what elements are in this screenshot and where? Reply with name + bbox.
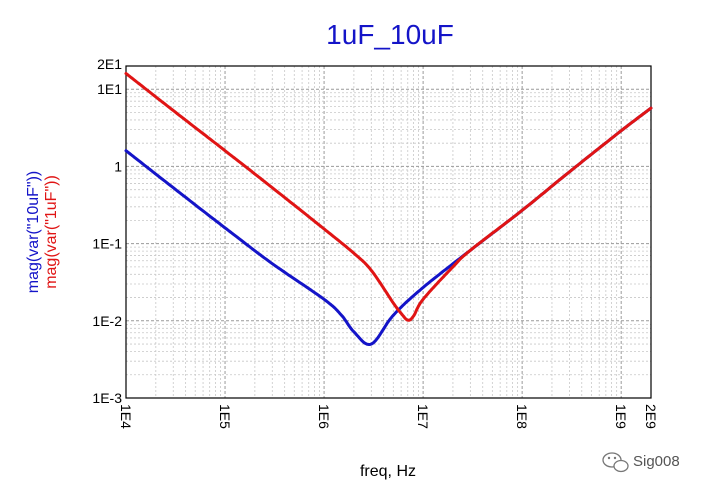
plot-frame (125, 65, 652, 399)
grid-lines (125, 65, 652, 399)
y-tick-label: 1E-1 (92, 236, 122, 252)
x-axis-label: freq, Hz (360, 463, 416, 480)
x-axis-ticks: 1E4 1E5 1E6 1E7 1E8 1E9 2E9 (118, 404, 659, 429)
y-axis-ticks: 2E1 1E1 1 1E-1 1E-2 1E-3 (92, 56, 122, 406)
watermark-text: Sig008 (633, 453, 680, 470)
y-axis-label-10uf: mag(var("10uF")) (25, 171, 42, 294)
y-tick-label: 2E1 (97, 56, 122, 72)
y-tick-label: 1E1 (97, 81, 122, 97)
series-layer (124, 72, 653, 346)
y-axis-labels: mag(var("10uF")) mag(var("1uF")) (25, 171, 60, 294)
series-line-0 (124, 106, 653, 346)
y-tick-label: 1E-2 (92, 313, 122, 329)
x-tick-label: 1E7 (415, 404, 431, 429)
y-axis-label-1uf: mag(var("1uF")) (43, 175, 60, 289)
wechat-bubble-icon (602, 452, 629, 473)
chart-title: 1uF_10uF (326, 19, 454, 50)
watermark: Sig008 (602, 452, 680, 473)
x-tick-label: 1E6 (316, 404, 332, 429)
x-tick-label: 1E8 (514, 404, 530, 429)
x-tick-label: 1E5 (217, 404, 233, 429)
y-tick-label: 1 (114, 158, 122, 174)
x-tick-label: 1E4 (118, 404, 134, 429)
series-line-1 (124, 72, 653, 322)
y-tick-label: 1E-3 (92, 390, 122, 406)
x-tick-label: 2E9 (643, 404, 659, 429)
x-tick-label: 1E9 (613, 404, 629, 429)
